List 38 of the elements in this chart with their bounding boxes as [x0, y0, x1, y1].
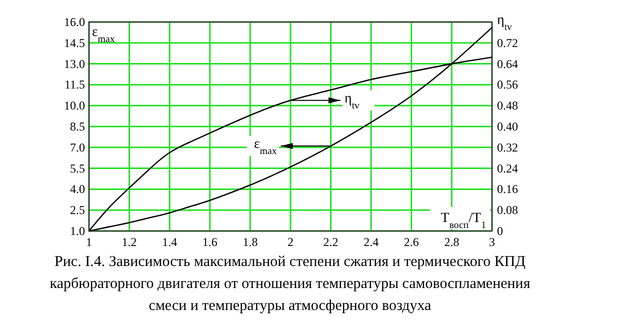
y-tick-label: 16.0 [64, 15, 85, 29]
y2-tick-label: 0.72 [497, 36, 518, 50]
text: Рис. I.4. Зависимость максимальной степени сжатия и термического КПД карбюраторного двигателя от отношения температуры самовоспламенения смеси и температуры атмосферного воздуха [50, 254, 530, 314]
y-tick-label: 4.0 [70, 182, 85, 196]
y-tick-label: 1.0 [70, 224, 85, 238]
y2-tick-label: 0 [497, 224, 503, 238]
x-tick-label: 3 [489, 235, 495, 249]
y2-tick-label: 0.32 [497, 140, 518, 154]
x-tick-label: 2.6 [404, 235, 419, 249]
y-tick-label: 2.5 [70, 203, 85, 218]
y2-tick-label: 0.64 [497, 56, 518, 71]
y-tick-label: 5.5 [70, 161, 85, 176]
y-axis-title: ε$_{max}$ [92, 25, 115, 44]
x-tick-label: 2.4 [364, 235, 379, 249]
y2-tick-label: 0.48 [497, 98, 518, 113]
y-tick-label: 8.5 [70, 120, 85, 134]
y-tick-label: 14.5 [64, 36, 85, 50]
x-tick-label: 2 [288, 235, 294, 249]
y-tick-label: 13.0 [64, 56, 85, 71]
y-tick-label: 10.0 [64, 98, 85, 113]
y2-tick-label: 0.40 [497, 120, 518, 134]
x-tick-label: 1.4 [162, 235, 178, 249]
y2-axis-title: η$_{tv}$ [497, 13, 512, 32]
y-tick-label: 7.0 [70, 140, 85, 154]
y2-tick-label: 0.08 [497, 203, 518, 218]
y2-tick-label: 0.16 [497, 182, 518, 196]
x-tick-label: 1.2 [122, 235, 137, 249]
x-tick-label: 1.6 [202, 235, 218, 249]
x-axis-title: T$_{восп}$/T$_{1}$ [440, 211, 486, 230]
y2-tick-label: 0.24 [497, 161, 518, 176]
annotation: ε$_{max}$ [254, 137, 277, 157]
y-tick-label: 11.5 [64, 78, 85, 92]
annotation: η$_{tv}$ [344, 91, 360, 111]
x-tick-label: 1.8 [242, 235, 258, 249]
y2-tick-label: 0.56 [497, 78, 518, 92]
x-tick-label: 2.8 [444, 235, 460, 249]
x-tick-label: 2.2 [323, 235, 338, 249]
x-tick-label: 1 [86, 235, 92, 249]
